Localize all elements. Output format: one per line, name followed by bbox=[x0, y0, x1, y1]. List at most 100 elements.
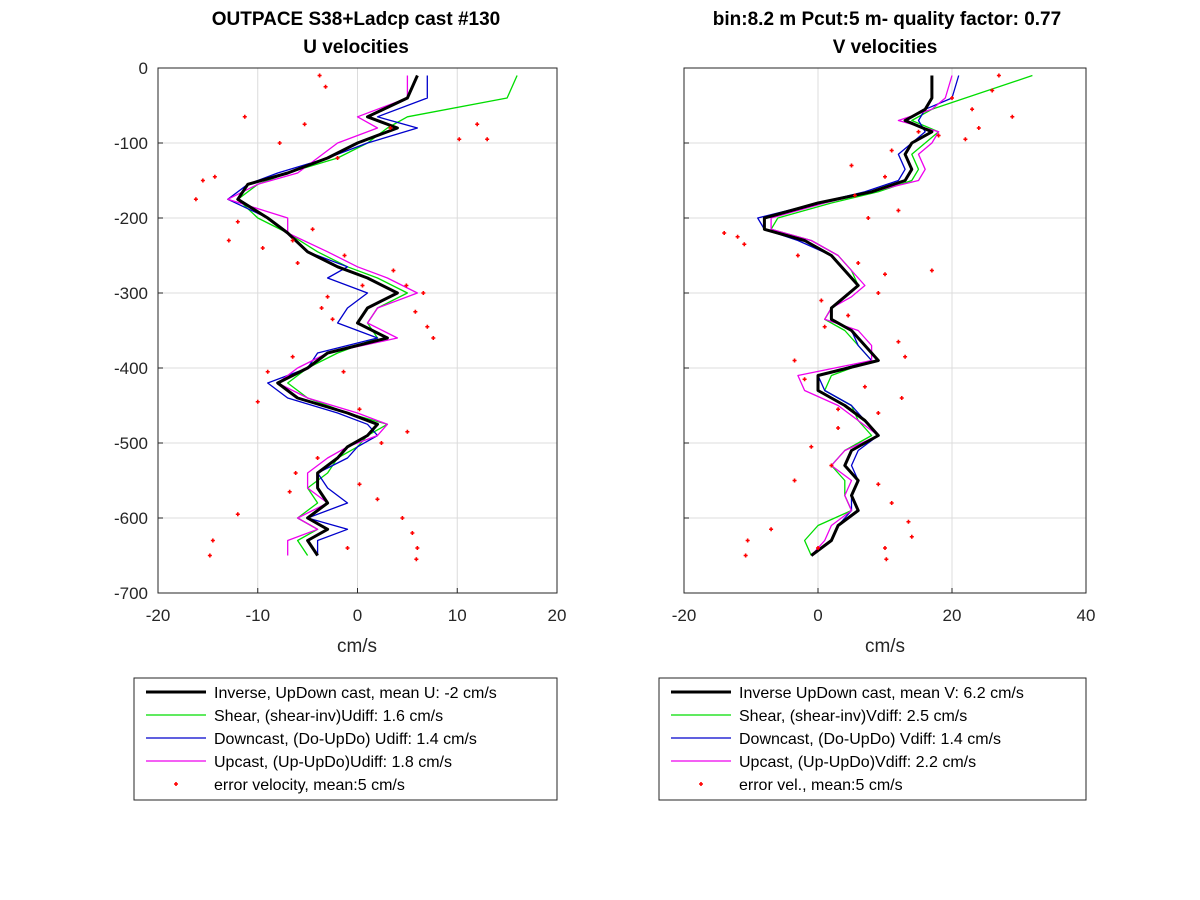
u-error-velocity-point bbox=[302, 122, 307, 127]
v-error-velocity-point bbox=[849, 163, 854, 168]
u-error-velocity-point bbox=[475, 122, 480, 127]
v-x-axis-label: cm/s bbox=[865, 636, 905, 657]
u-error-velocity-point bbox=[265, 369, 270, 374]
u-y-tick-label: -400 bbox=[114, 359, 148, 378]
u-error-velocity-point bbox=[293, 471, 298, 475]
u-error-velocity-point bbox=[404, 283, 409, 288]
u-error-velocity-point bbox=[335, 156, 340, 160]
v-x-tick-label: 20 bbox=[943, 606, 962, 625]
v-error-velocity-point bbox=[866, 216, 871, 220]
v-error-velocity-point bbox=[829, 463, 834, 468]
v-error-velocity-point bbox=[903, 354, 908, 359]
v-error-velocity-point bbox=[876, 411, 881, 415]
u-error-velocity-point bbox=[357, 482, 362, 487]
u-error-velocity-point bbox=[315, 456, 320, 460]
u-y-tick-label: -700 bbox=[114, 584, 148, 603]
v-error-velocity-point bbox=[909, 534, 914, 539]
u-error-velocity-point bbox=[425, 324, 430, 329]
v-error-velocity-point bbox=[802, 377, 807, 382]
v-error-velocity-point bbox=[769, 527, 774, 532]
v-velocity-panel: bin:8.2 m Pcut:5 m- quality factor: 0.77… bbox=[658, 9, 1095, 801]
u-y-tick-label: -100 bbox=[114, 134, 148, 153]
v-legend-box bbox=[658, 677, 1087, 801]
v-error-velocity-point bbox=[743, 553, 748, 558]
v-error-velocity-point bbox=[896, 208, 901, 213]
v-x-tick-label: 0 bbox=[813, 606, 822, 625]
v-error-velocity-point bbox=[809, 444, 814, 449]
u-error-velocity-point bbox=[345, 546, 350, 550]
u-error-velocity-point bbox=[413, 309, 418, 314]
v-error-velocity-point bbox=[889, 501, 894, 505]
v-error-velocity-point bbox=[822, 324, 827, 329]
u-error-velocity-point bbox=[415, 546, 420, 550]
v-series-inverse bbox=[762, 75, 934, 557]
v-series-upcast bbox=[770, 75, 953, 556]
v-error-velocity-point bbox=[836, 407, 841, 412]
u-error-velocity-point bbox=[410, 531, 415, 535]
u-error-velocity-point bbox=[235, 219, 240, 224]
u-series-upcast bbox=[227, 75, 419, 556]
u-error-velocity-point bbox=[421, 291, 426, 295]
v-error-velocity-point bbox=[929, 268, 934, 273]
u-x-axis-label: cm/s bbox=[337, 636, 377, 657]
v-legend-label: error vel., mean:5 cm/s bbox=[739, 777, 903, 794]
v-error-velocity-point bbox=[1010, 114, 1015, 119]
v-error-velocity-point bbox=[950, 96, 954, 100]
v-error-velocity-point bbox=[745, 538, 750, 543]
v-tick-labels: -20 0 20 40 bbox=[672, 67, 1095, 625]
v-axes-box bbox=[683, 67, 1087, 594]
v-error-velocity-point bbox=[883, 546, 887, 550]
v-error-velocity-point bbox=[889, 148, 894, 153]
v-error-velocity-point bbox=[916, 129, 921, 134]
v-error-velocity-point bbox=[883, 174, 887, 179]
v-error-velocity-point bbox=[836, 426, 841, 430]
v-x-tick-label: -20 bbox=[672, 606, 697, 625]
u-y-tick-label: -600 bbox=[114, 509, 148, 528]
v-legend-swatch-error bbox=[699, 782, 703, 786]
u-error-velocity-point bbox=[226, 238, 231, 243]
u-error-velocity-point bbox=[341, 369, 346, 374]
v-series-shear bbox=[770, 74, 1033, 556]
u-velocity-panel: OUTPACE S38+Ladcp cast #130 U velocities… bbox=[114, 9, 566, 801]
u-error-velocity-point bbox=[414, 557, 419, 562]
u-error-velocity-point bbox=[457, 137, 462, 142]
v-plot-area bbox=[722, 73, 1033, 562]
u-error-velocity-point bbox=[255, 399, 260, 404]
v-error-velocity-point bbox=[936, 133, 941, 138]
u-error-velocity-point bbox=[391, 268, 396, 273]
u-legend-label: Shear, (shear-inv)Udiff: 1.6 cm/s bbox=[214, 708, 443, 725]
u-y-tick-label: 0 bbox=[139, 59, 148, 78]
u-error-velocity-point bbox=[360, 283, 365, 288]
v-error-velocity-point bbox=[896, 339, 901, 344]
u-x-tick-label: 0 bbox=[353, 606, 362, 625]
v-error-velocity-point bbox=[884, 557, 889, 562]
v-error-velocity-point bbox=[876, 482, 881, 487]
u-y-tick-label: -300 bbox=[114, 284, 148, 303]
v-error-velocity-point bbox=[846, 313, 851, 318]
u-error-velocity-point bbox=[405, 429, 410, 434]
u-series-inverse bbox=[236, 74, 419, 557]
u-error-velocity-point bbox=[319, 306, 324, 310]
u-error-velocity-point bbox=[330, 317, 335, 322]
v-chart-title: bin:8.2 m Pcut:5 m- quality factor: 0.77 bbox=[713, 9, 1061, 30]
v-error-velocity-point bbox=[722, 231, 727, 235]
u-error-velocity-point bbox=[290, 354, 295, 359]
v-error-velocity-point bbox=[906, 519, 911, 524]
u-gridlines bbox=[158, 68, 557, 593]
u-error-velocity-point bbox=[287, 489, 292, 494]
u-x-tick-label: 10 bbox=[448, 606, 467, 625]
v-error-velocity-point bbox=[876, 291, 881, 295]
u-series-downcast bbox=[227, 75, 428, 556]
u-plot-area bbox=[193, 73, 518, 562]
u-legend-box bbox=[133, 677, 558, 801]
v-error-velocity-point bbox=[742, 242, 747, 247]
v-error-velocity-point bbox=[792, 478, 797, 483]
u-legend: Inverse, UpDown cast, mean U: -2 cm/s She… bbox=[133, 677, 558, 801]
u-error-velocity-point bbox=[357, 407, 362, 412]
u-error-velocity-point bbox=[375, 497, 380, 502]
v-error-velocity-point bbox=[795, 253, 800, 258]
u-x-tick-label: -10 bbox=[245, 606, 270, 625]
u-error-velocity-point bbox=[242, 114, 247, 119]
u-tick-labels: -20 -10 0 10 200-100-200-300-400-500-600-700 bbox=[114, 59, 566, 625]
v-legend-label: Downcast, (Do-UpDo) Vdiff: 1.4 cm/s bbox=[739, 731, 1001, 748]
